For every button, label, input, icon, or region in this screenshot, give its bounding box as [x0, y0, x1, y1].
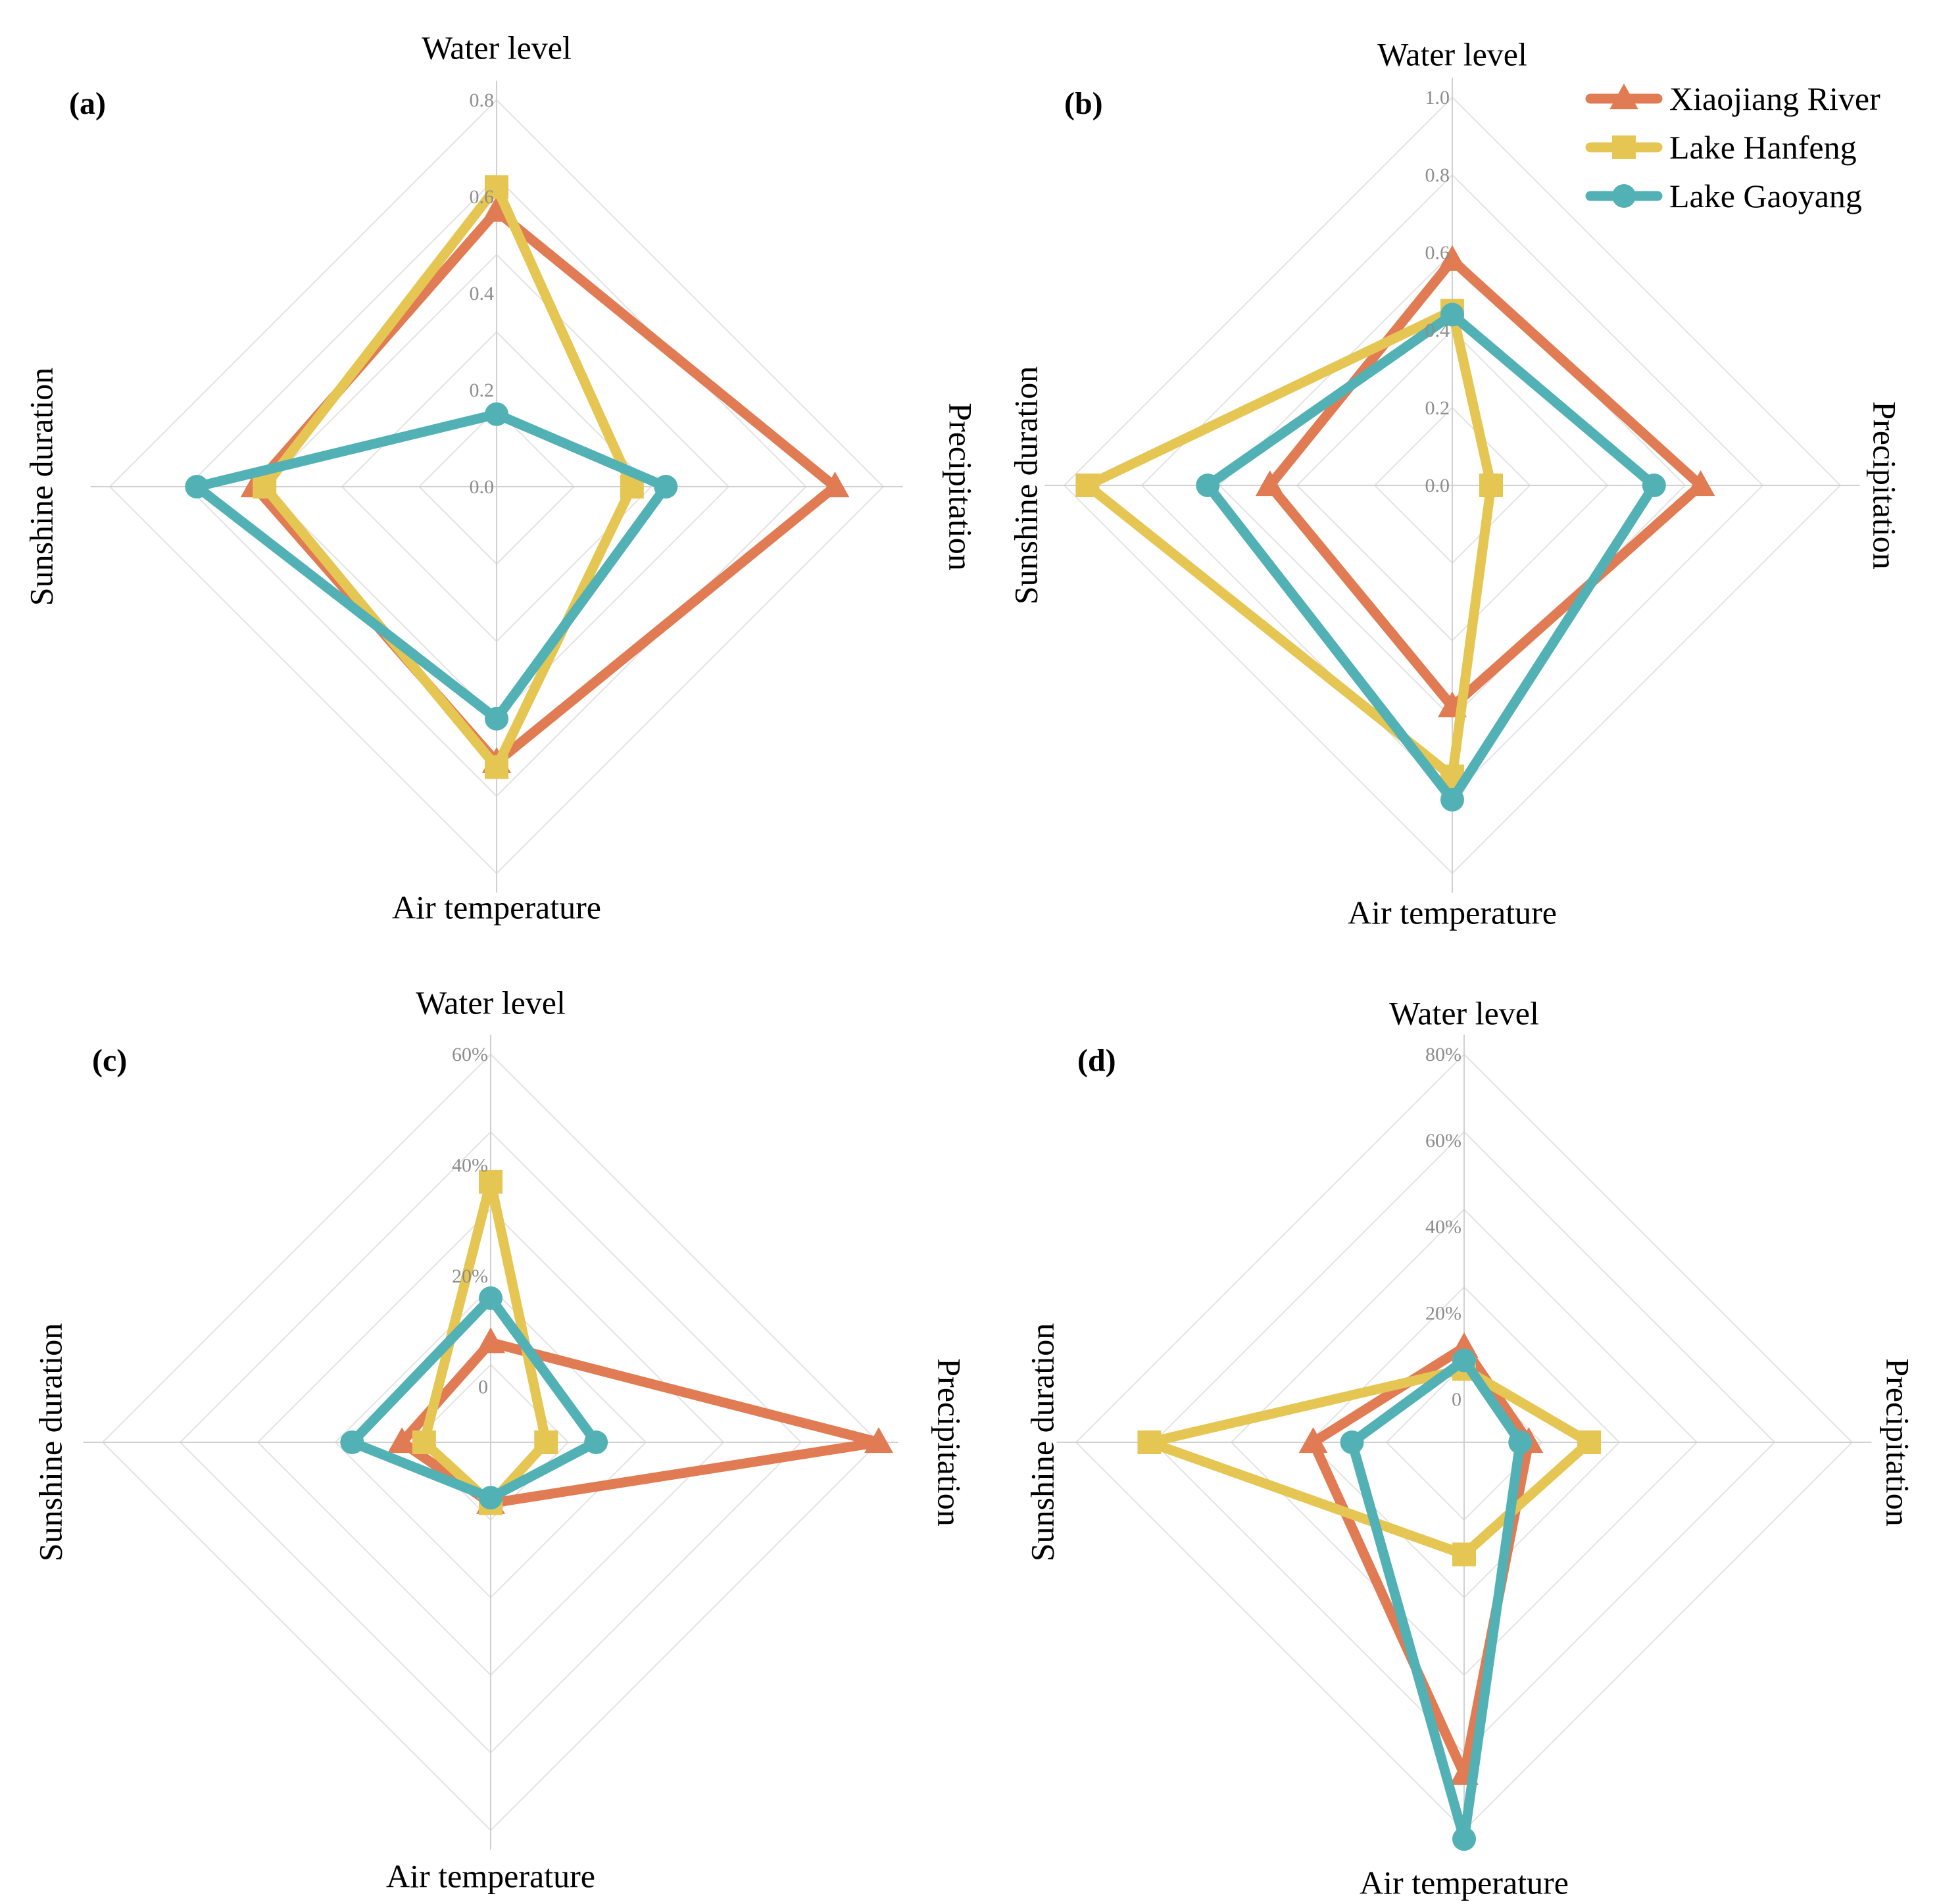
panel-label: (c) [92, 1043, 127, 1078]
series-line-lake-hanfeng [1082, 306, 1496, 781]
axis-title-air-temperature: Air temperature [1348, 894, 1557, 931]
legend-marker-xiaojiang-river [1609, 84, 1638, 110]
tick-label: 0.2 [1425, 397, 1450, 419]
legend-marker-lake-hanfeng [1612, 135, 1636, 159]
tick-label: 0.0 [470, 476, 495, 498]
legend-marker-lake-gaoyang [1612, 184, 1636, 208]
tick-label: 0.4 [1425, 320, 1450, 341]
axis-title-air-temperature: Air temperature [1360, 1864, 1569, 1901]
point-lake-gaoyang-sunshine-duration [185, 475, 209, 499]
point-lake-hanfeng-precipitation [1479, 474, 1503, 497]
point-lake-gaoyang-air-temperature [485, 706, 508, 731]
point-xiaojiang-river-water-level [476, 1327, 505, 1354]
axis-title-air-temperature: Air temperature [392, 889, 601, 925]
point-lake-gaoyang-air-temperature [479, 1486, 503, 1510]
point-xiaojiang-river-water-level [482, 196, 511, 222]
axis-title-water-level: Water level [422, 29, 572, 66]
point-lake-hanfeng-air-temperature [1452, 1542, 1476, 1567]
axis-title-sunshine-duration: Sunshine duration [32, 1323, 68, 1561]
axis-title-sunshine-duration: Sunshine duration [1007, 366, 1044, 604]
point-lake-hanfeng-precipitation [534, 1430, 558, 1454]
panel-label: (d) [1077, 1043, 1116, 1078]
point-lake-gaoyang-air-temperature [1440, 787, 1464, 812]
point-lake-gaoyang-water-level [1440, 303, 1464, 327]
point-xiaojiang-river-sunshine-duration [1298, 1427, 1328, 1453]
tick-label: 0.6 [1425, 242, 1450, 264]
point-lake-gaoyang-sunshine-duration [340, 1430, 364, 1454]
tick-label: 60% [1425, 1130, 1461, 1152]
tick-label: 0.2 [470, 379, 495, 401]
point-lake-gaoyang-precipitation [584, 1430, 608, 1454]
series-line-lake-gaoyang [347, 1293, 601, 1503]
point-lake-hanfeng-sunshine-duration [412, 1430, 436, 1454]
series-line-xiaojiang-river [397, 1337, 884, 1509]
axis-title-precipitation: Precipitation [931, 1358, 968, 1526]
radar-panel-b: 1.0 0.8 0.6 0.4 0.2 0.0 Water level Precipitati… [1007, 36, 1903, 931]
point-lake-hanfeng-water-level [485, 175, 508, 199]
point-lake-gaoyang-sunshine-duration [1196, 474, 1220, 497]
tick-label: 0.8 [1425, 164, 1450, 186]
point-lake-hanfeng-water-level [479, 1169, 503, 1194]
point-lake-gaoyang-water-level [479, 1286, 503, 1310]
tick-label: 0.4 [470, 283, 495, 305]
legend-label-lake-hanfeng: Lake Hanfeng [1669, 129, 1857, 166]
tick-label: 60% [452, 1044, 488, 1065]
point-lake-gaoyang-precipitation [654, 475, 678, 499]
tick-label: 40% [1425, 1216, 1461, 1238]
tick-label: 1.0 [1425, 87, 1450, 109]
axis-title-sunshine-duration: Sunshine duration [22, 368, 59, 606]
point-lake-gaoyang-sunshine-duration [1340, 1430, 1364, 1454]
tick-label: 0.0 [1425, 475, 1450, 497]
axis-title-air-temperature: Air temperature [386, 1857, 595, 1894]
legend-label-lake-gaoyang: Lake Gaoyang [1669, 178, 1862, 214]
point-lake-gaoyang-water-level [1452, 1348, 1476, 1373]
point-lake-gaoyang-air-temperature [1452, 1827, 1476, 1851]
tick-label: 80% [1425, 1044, 1461, 1065]
panel-label: (b) [1064, 86, 1103, 121]
point-xiaojiang-river-precipitation [820, 472, 850, 498]
panel-label: (a) [69, 86, 106, 121]
axis-title-precipitation: Precipitation [943, 403, 979, 571]
point-lake-hanfeng-sunshine-duration [1075, 474, 1100, 497]
point-xiaojiang-river-precipitation [1686, 470, 1715, 497]
series-line-lake-gaoyang [1347, 1355, 1525, 1844]
radar-panel-d: 80% 60% 40% 20% 0 Water level Precipitation Air… [1023, 994, 1916, 1901]
legend: Xiaojiang River Lake Hanfeng Lake Gaoyang [1585, 80, 1880, 214]
tick-label: 40% [452, 1155, 488, 1177]
tick-label: 0 [1452, 1388, 1461, 1410]
point-lake-hanfeng-precipitation [1577, 1430, 1602, 1454]
point-xiaojiang-river-precipitation [864, 1427, 893, 1453]
radar-panel-c: 60% 40% 20% 0 Water level Precipitation Air te… [32, 984, 968, 1894]
point-lake-gaoyang-precipitation [1508, 1430, 1533, 1454]
point-xiaojiang-river-sunshine-duration [387, 1427, 416, 1453]
axis-title-water-level: Water level [1377, 36, 1527, 72]
legend-label-xiaojiang-river: Xiaojiang River [1669, 80, 1880, 117]
tick-label: 0 [478, 1377, 488, 1398]
point-lake-gaoyang-precipitation [1642, 474, 1666, 497]
axis-title-precipitation: Precipitation [1867, 401, 1903, 570]
axis-title-precipitation: Precipitation [1880, 1358, 1917, 1526]
tick-label: 0.8 [470, 89, 495, 111]
radar-panel-a: 0.8 0.6 0.4 0.2 0.0 Water level Precipitation A… [22, 29, 979, 925]
tick-label: 20% [1425, 1302, 1461, 1324]
axis-title-water-level: Water level [416, 984, 566, 1021]
point-lake-hanfeng-air-temperature [485, 755, 508, 779]
point-lake-gaoyang-water-level [485, 402, 508, 426]
point-lake-hanfeng-sunshine-duration [253, 475, 277, 499]
axis-title-water-level: Water level [1389, 994, 1539, 1031]
point-xiaojiang-river-water-level [1438, 245, 1467, 271]
tick-label: 20% [452, 1265, 488, 1287]
tick-label: 0.6 [470, 186, 495, 208]
axis-title-sunshine-duration: Sunshine duration [1023, 1323, 1060, 1561]
point-lake-hanfeng-sunshine-duration [1137, 1430, 1162, 1454]
point-xiaojiang-river-sunshine-duration [1255, 470, 1285, 497]
